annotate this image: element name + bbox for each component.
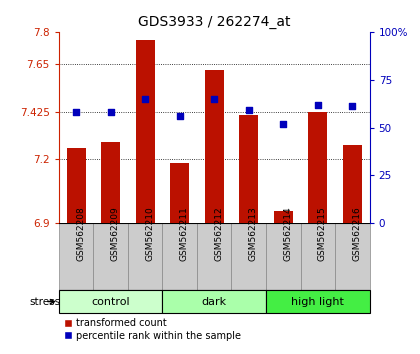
Bar xyxy=(170,162,189,223)
Bar xyxy=(274,211,293,223)
Point xyxy=(280,121,286,126)
Bar xyxy=(197,223,231,290)
Bar xyxy=(163,223,197,290)
Point xyxy=(176,113,183,119)
Text: GSM562214: GSM562214 xyxy=(283,206,292,261)
Text: dark: dark xyxy=(202,297,227,307)
Text: GSM562209: GSM562209 xyxy=(110,206,120,261)
Bar xyxy=(239,115,258,223)
Point xyxy=(245,108,252,113)
Bar xyxy=(59,290,163,313)
Point xyxy=(73,109,79,115)
Text: GSM562211: GSM562211 xyxy=(180,206,189,261)
Bar xyxy=(343,144,362,223)
Bar xyxy=(266,223,301,290)
Text: GSM562215: GSM562215 xyxy=(318,206,327,261)
Bar xyxy=(163,290,266,313)
Point xyxy=(107,109,114,115)
Bar xyxy=(335,223,370,290)
Text: stress: stress xyxy=(29,297,60,307)
Bar xyxy=(308,112,327,223)
Point xyxy=(315,102,321,107)
Text: GSM562216: GSM562216 xyxy=(352,206,361,261)
Bar xyxy=(136,40,155,223)
Text: high light: high light xyxy=(291,297,344,307)
Bar xyxy=(301,223,335,290)
Text: control: control xyxy=(91,297,130,307)
Bar xyxy=(66,148,86,223)
Bar xyxy=(59,223,93,290)
Bar xyxy=(93,223,128,290)
Bar xyxy=(231,223,266,290)
Text: GSM562213: GSM562213 xyxy=(249,206,258,261)
Point xyxy=(349,104,356,109)
Text: GSM562212: GSM562212 xyxy=(214,206,223,261)
Bar xyxy=(205,70,224,223)
Legend: transformed count, percentile rank within the sample: transformed count, percentile rank withi… xyxy=(64,318,241,341)
Point xyxy=(211,96,218,102)
Title: GDS3933 / 262274_at: GDS3933 / 262274_at xyxy=(138,16,291,29)
Text: GSM562208: GSM562208 xyxy=(76,206,85,261)
Text: GSM562210: GSM562210 xyxy=(145,206,154,261)
Bar xyxy=(101,142,120,223)
Bar xyxy=(266,290,370,313)
Point xyxy=(142,96,149,102)
Bar xyxy=(128,223,163,290)
